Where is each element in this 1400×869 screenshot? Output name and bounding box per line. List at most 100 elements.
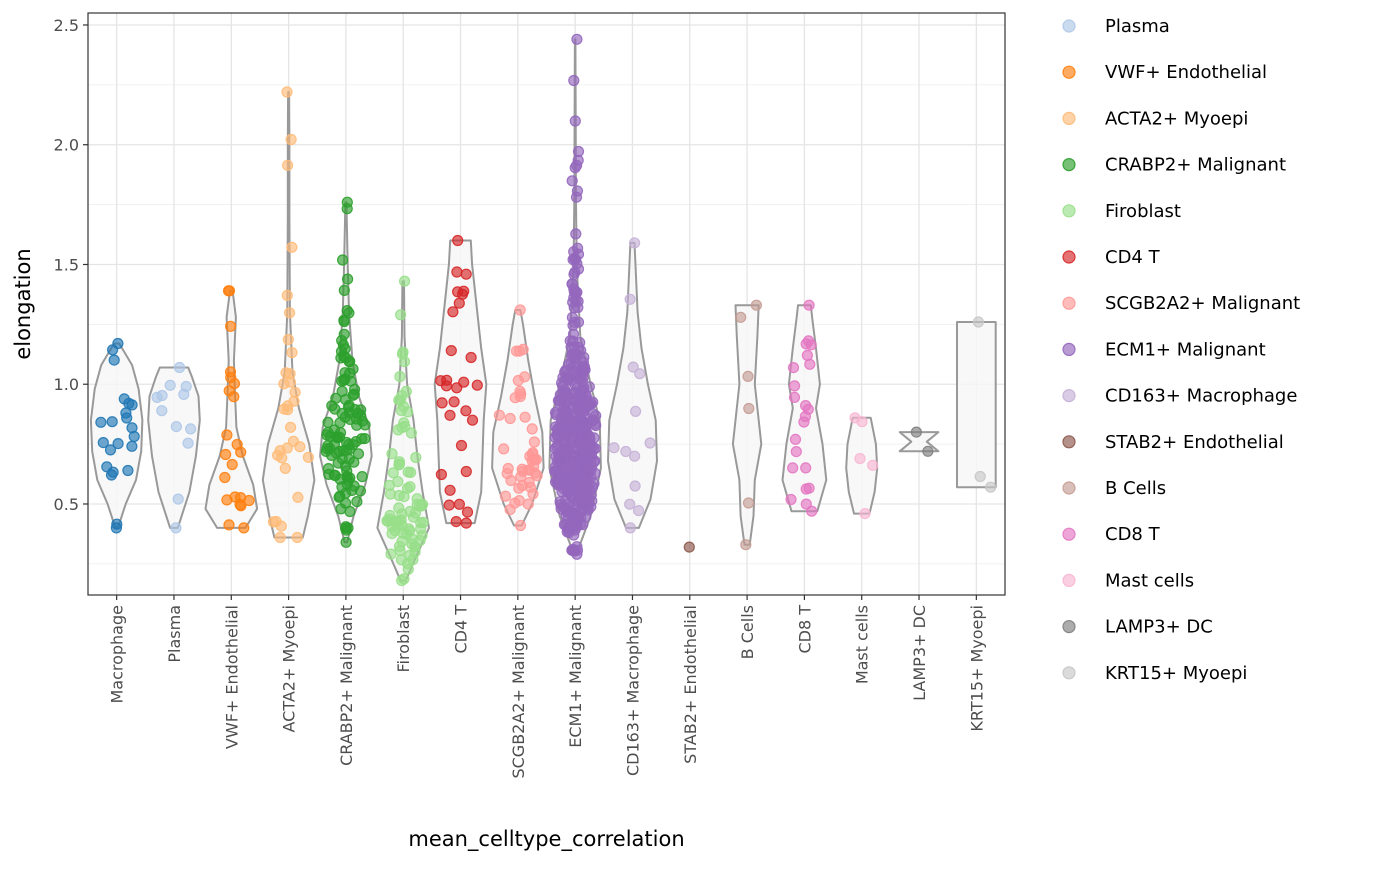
data-point <box>340 444 353 456</box>
data-point <box>286 241 298 253</box>
data-point <box>282 159 294 171</box>
data-point <box>322 416 334 428</box>
data-point <box>342 522 354 534</box>
data-point <box>394 371 406 383</box>
data-point <box>344 413 356 425</box>
data-point <box>581 427 593 439</box>
data-point <box>624 522 637 534</box>
data-point <box>644 437 656 449</box>
data-point <box>393 459 405 471</box>
data-point <box>569 266 581 278</box>
data-point <box>385 548 397 560</box>
data-point <box>910 426 923 438</box>
legend-label: CD163+ Macrophage <box>1105 386 1297 407</box>
data-point <box>397 346 409 358</box>
data-point <box>514 519 527 532</box>
data-point <box>571 242 584 254</box>
data-point <box>576 384 588 396</box>
data-point <box>465 351 477 364</box>
data-point <box>321 429 333 441</box>
data-point <box>170 522 182 534</box>
x-tick-label: STAB2+ Endothelial <box>681 605 700 764</box>
data-point <box>787 362 800 374</box>
legend-label: CD4 T <box>1105 247 1161 268</box>
y-tick-label: 2.0 <box>54 136 79 155</box>
data-point <box>415 523 427 535</box>
data-point <box>629 480 641 492</box>
data-point <box>341 203 353 215</box>
data-point <box>101 461 113 473</box>
data-point <box>552 395 565 407</box>
x-tick-label: CD8 T <box>795 605 814 654</box>
data-point <box>350 436 362 448</box>
data-point <box>444 409 456 421</box>
data-point <box>501 467 513 480</box>
legend-label: ACTA2+ Myoepi <box>1105 108 1248 129</box>
data-point <box>608 442 620 454</box>
x-axis-title: mean_celltype_correlation <box>408 827 684 852</box>
data-point <box>567 319 579 331</box>
data-point <box>566 544 579 556</box>
data-point <box>413 500 425 512</box>
legend-key <box>1062 19 1076 33</box>
data-point <box>577 470 589 482</box>
data-point <box>802 403 814 415</box>
data-point <box>460 465 472 478</box>
data-point <box>435 375 447 387</box>
data-point <box>108 354 120 366</box>
data-point <box>628 450 641 462</box>
data-point <box>576 368 589 380</box>
data-point <box>106 416 118 428</box>
data-point <box>343 307 355 319</box>
data-point <box>800 483 812 495</box>
data-point <box>336 385 348 397</box>
data-point <box>393 540 406 552</box>
data-point <box>223 519 235 531</box>
data-point <box>800 462 812 474</box>
data-point <box>551 455 563 468</box>
y-tick-label: 1.0 <box>54 375 79 394</box>
data-point <box>292 491 304 503</box>
data-point <box>456 288 469 300</box>
data-point <box>339 460 352 472</box>
legend-label: STAB2+ Endothelial <box>1105 432 1284 453</box>
data-point <box>471 379 483 391</box>
data-point <box>585 489 597 501</box>
data-point <box>156 405 168 417</box>
data-point <box>562 474 574 486</box>
data-point <box>528 436 541 448</box>
data-point <box>584 438 597 450</box>
data-point <box>574 457 587 469</box>
data-point <box>854 453 866 465</box>
data-point <box>788 380 801 392</box>
data-point <box>743 402 755 415</box>
data-point <box>238 522 250 534</box>
data-point <box>182 437 194 449</box>
data-point <box>330 447 343 459</box>
data-point <box>582 504 594 516</box>
data-point <box>867 459 879 471</box>
data-point <box>785 493 797 506</box>
data-point <box>509 497 521 509</box>
data-point <box>95 416 107 428</box>
data-point <box>570 228 582 240</box>
points-layer <box>95 33 997 587</box>
violin-krt15-myoepi <box>956 321 997 489</box>
legend-label: CRABP2+ Malignant <box>1105 155 1286 176</box>
data-point <box>342 273 354 285</box>
legend-key <box>1062 296 1076 310</box>
legend-label: KRT15+ Myoepi <box>1105 663 1247 684</box>
data-point <box>173 361 186 374</box>
data-point <box>859 507 871 520</box>
data-point <box>750 299 763 311</box>
data-point <box>790 446 802 458</box>
legend-key <box>1062 111 1076 126</box>
data-point <box>571 429 584 441</box>
data-point <box>402 563 414 575</box>
data-point <box>574 337 586 349</box>
data-point <box>402 466 414 478</box>
data-point <box>344 367 356 379</box>
data-point <box>448 396 460 408</box>
legend-label: B Cells <box>1105 478 1166 499</box>
data-point <box>566 175 578 187</box>
